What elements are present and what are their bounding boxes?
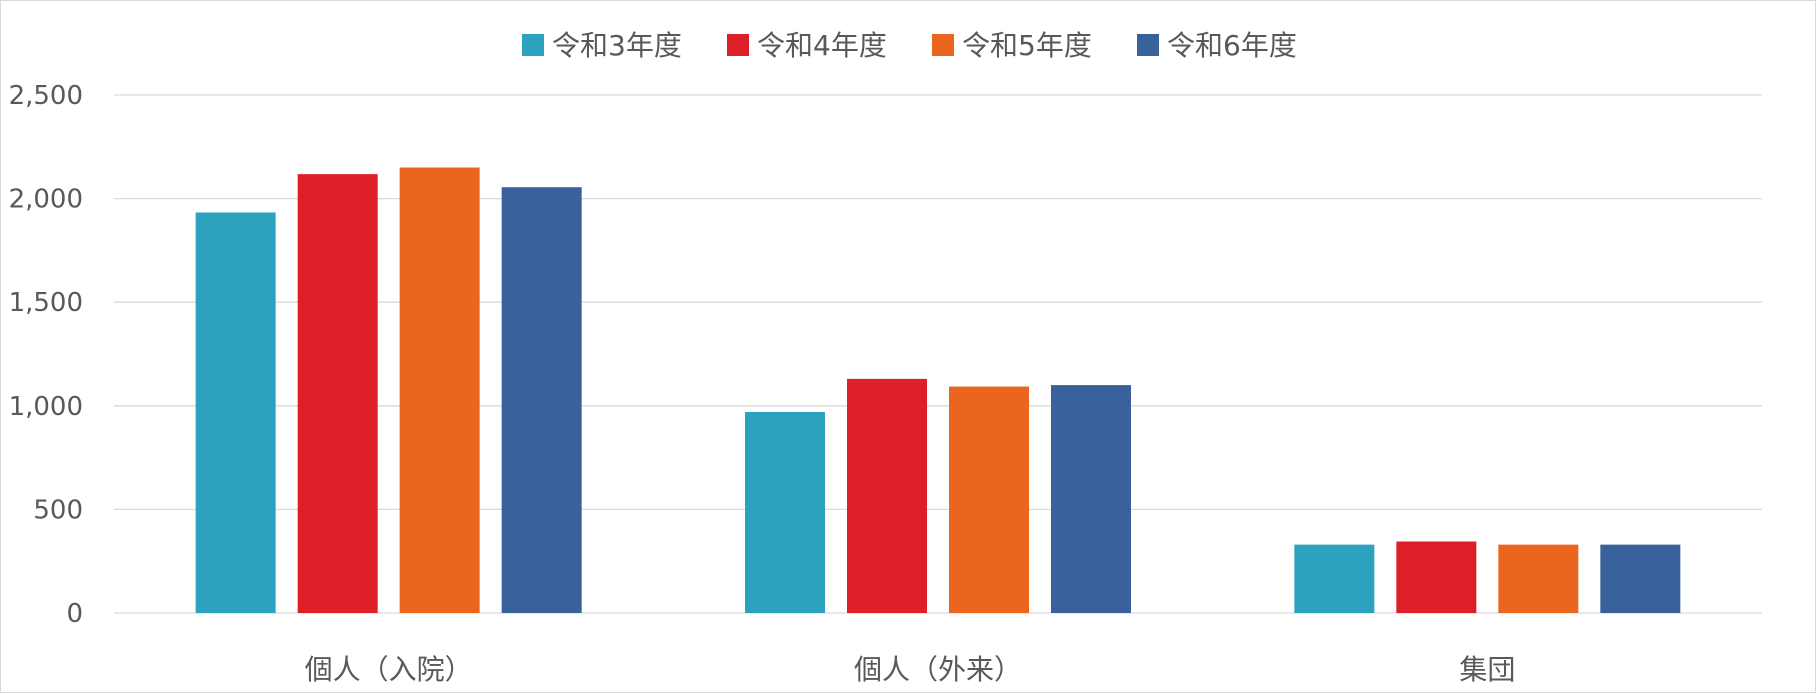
bar — [1294, 544, 1375, 613]
x-category-label: 個人（外来） — [854, 653, 1022, 686]
y-tick-label: 1,000 — [9, 392, 83, 422]
y-tick-label: 2,000 — [9, 185, 83, 215]
legend-swatch — [932, 34, 954, 56]
bar — [1051, 385, 1131, 613]
legend-swatch — [522, 34, 544, 56]
bar — [1600, 544, 1681, 613]
legend: 令和3年度 令和4年度 令和5年度 令和6年度 — [522, 29, 1297, 62]
y-tick-label: 0 — [66, 599, 83, 629]
legend-swatch — [727, 34, 749, 56]
bar — [1498, 544, 1579, 613]
y-tick-label: 1,500 — [9, 288, 83, 318]
bars — [195, 167, 1681, 614]
x-category-label: 集団 — [1459, 653, 1515, 686]
bar — [195, 212, 276, 613]
y-axis-ticks: 0 500 1,000 1,500 2,000 2,500 — [9, 81, 83, 629]
gridlines — [114, 94, 1762, 614]
bar — [1396, 541, 1477, 613]
x-category-label: 個人（入院） — [305, 653, 473, 686]
legend-swatch — [1137, 34, 1159, 56]
legend-label: 令和4年度 — [757, 29, 887, 62]
bar — [297, 174, 378, 614]
legend-label: 令和5年度 — [962, 29, 1092, 62]
bar — [745, 412, 825, 613]
y-tick-label: 2,500 — [9, 81, 83, 111]
x-axis-categories: 個人（入院） 個人（外来） 集団 — [305, 653, 1516, 686]
bar — [847, 378, 927, 613]
bar — [949, 386, 1029, 613]
bar — [501, 187, 582, 614]
bar — [399, 167, 480, 613]
legend-label: 令和3年度 — [552, 29, 682, 62]
y-tick-label: 500 — [33, 495, 83, 525]
legend-label: 令和6年度 — [1167, 29, 1297, 62]
